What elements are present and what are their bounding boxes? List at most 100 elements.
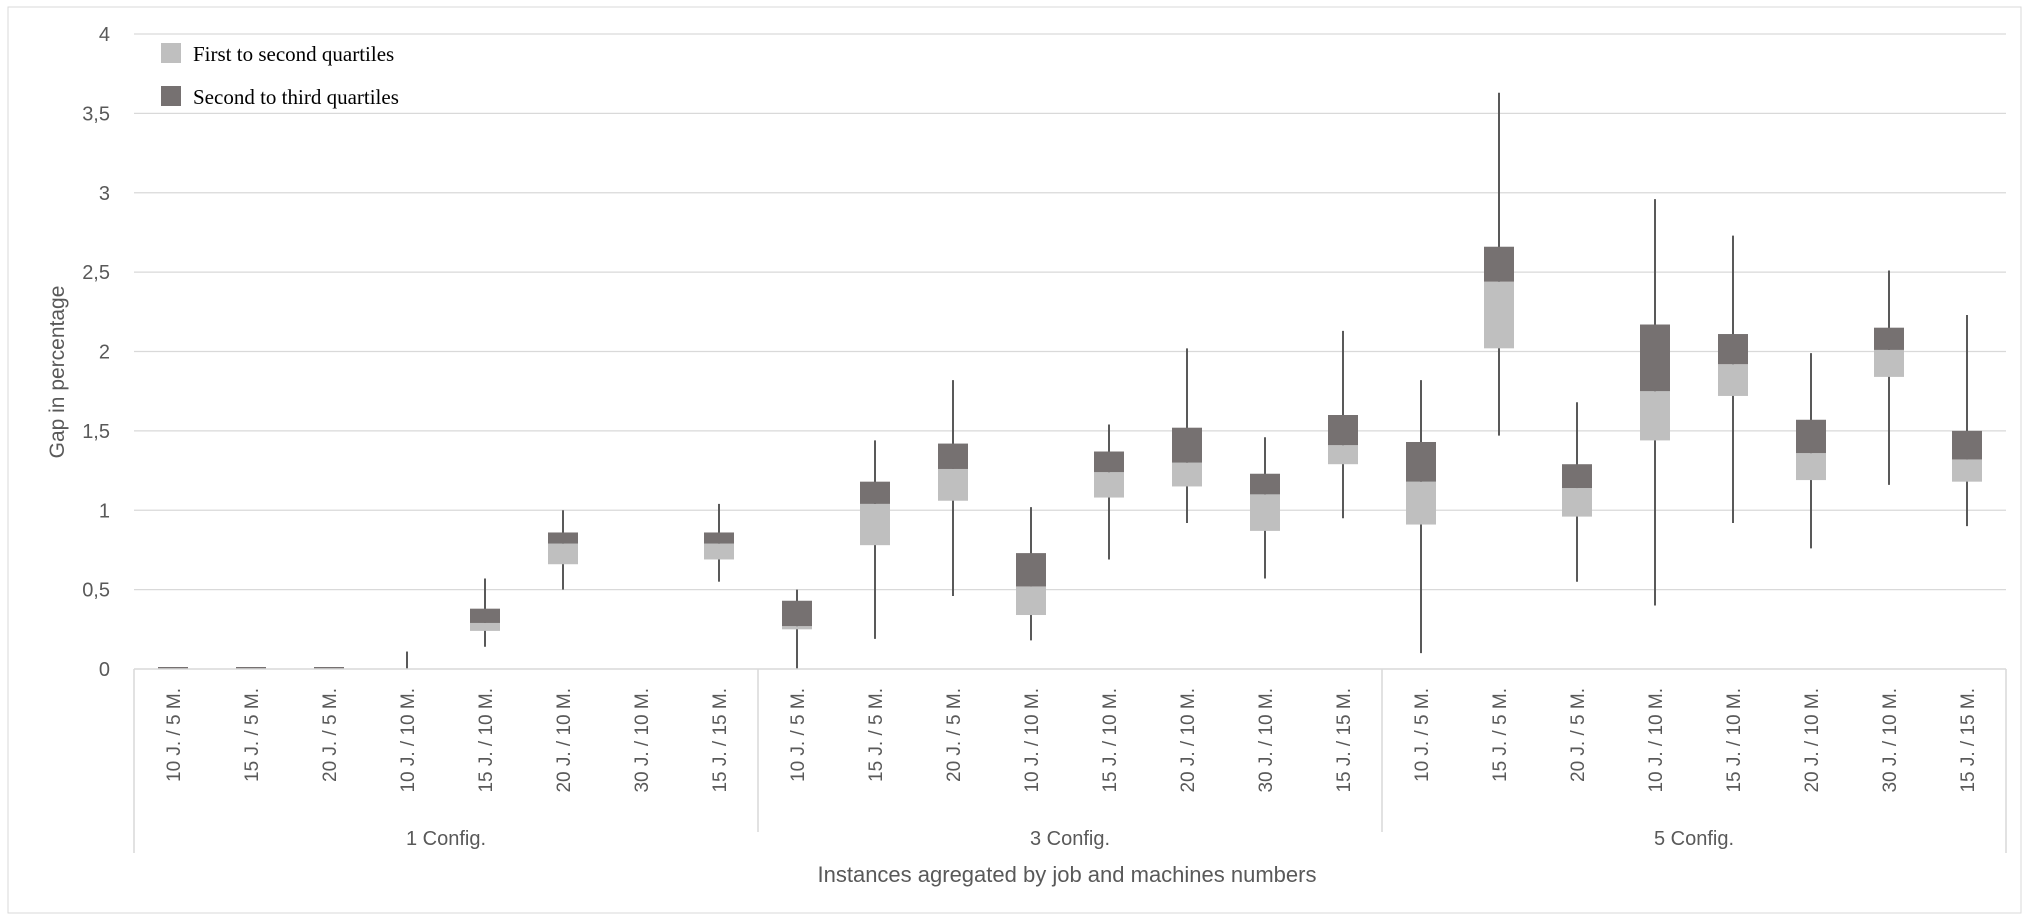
x-tick-label: 15 J. / 10 M. (476, 688, 497, 793)
box-q2-q3 (860, 481, 890, 504)
y-tick-labels: 0 0,5 1 1,5 2 2,5 3 3,5 4 (82, 24, 110, 681)
legend-label: Second to third quartiles (193, 85, 399, 109)
legend-item-q1-q2: First to second quartiles (161, 42, 394, 66)
box-q2-q3 (1874, 327, 1904, 350)
box-q2-q3 (938, 443, 968, 469)
x-tick-label: 15 J. / 15 M. (710, 688, 731, 793)
x-tick-label: 10 J. / 5 M. (164, 688, 185, 782)
box-mark (860, 440, 890, 639)
y-tick-label: 2,5 (82, 262, 110, 284)
box-q1-q2 (1718, 364, 1748, 396)
box-mark (1718, 235, 1748, 523)
x-tick-label: 30 J. / 10 M. (1256, 688, 1277, 793)
x-axis: 10 J. / 5 M. 15 J. / 5 M. 20 J. / 5 M. 10 J… (133, 668, 2007, 853)
box-q1-q2 (1952, 459, 1982, 482)
box-q2-q3 (1406, 441, 1436, 482)
x-axis-title: Instances agregated by job and machines … (818, 862, 1317, 887)
x-tick-label: 20 J. / 5 M. (320, 688, 341, 782)
x-tick-label: 10 J. / 5 M. (788, 688, 809, 782)
box-mark (1094, 424, 1124, 560)
legend-label: First to second quartiles (193, 42, 394, 66)
box-q1-q2 (938, 468, 968, 501)
box-q1-q2 (1796, 453, 1826, 481)
x-tick-label: 30 J. / 10 M. (632, 688, 653, 793)
x-group-label: 5 Config. (1654, 828, 1734, 850)
x-tick-label: 15 J. / 5 M. (1490, 688, 1511, 782)
box-q2-q3 (1952, 430, 1982, 460)
box-q2-q3 (704, 532, 734, 544)
box-q2-q3 (1016, 553, 1046, 587)
box-mark (782, 589, 812, 669)
y-tick-label: 3,5 (82, 103, 110, 125)
box-q2-q3 (1484, 246, 1514, 282)
chart-border (7, 6, 2022, 914)
box-q1-q2 (548, 543, 578, 565)
box-series (158, 92, 1982, 669)
y-tick-label: 2 (99, 342, 110, 364)
box-q2-q3 (1562, 464, 1592, 489)
x-tick-label: 20 J. / 5 M. (944, 688, 965, 782)
x-tick-label: 10 J. / 10 M. (1022, 688, 1043, 793)
y-tick-label: 4 (99, 24, 110, 46)
x-group-label: 1 Config. (406, 828, 486, 850)
x-tick-label: 15 J. / 15 M. (1334, 688, 1355, 793)
x-tick-label: 15 J. / 5 M. (242, 688, 263, 782)
box-mark (1952, 314, 1982, 527)
box-mark (1406, 380, 1436, 654)
box-q2-q3 (470, 608, 500, 623)
legend-swatch (161, 43, 181, 63)
x-tick-label: 15 J. / 5 M. (866, 688, 887, 782)
x-tick-label: 15 J. / 15 M. (1958, 688, 1979, 793)
x-tick-label: 10 J. / 10 M. (1646, 688, 1667, 793)
box-q1-q2 (1094, 472, 1124, 498)
box-mark (1484, 92, 1514, 436)
box-q2-q3 (1796, 419, 1826, 454)
box-mark (704, 503, 734, 582)
box-q1-q2 (1484, 281, 1514, 349)
box-mark (1640, 199, 1670, 606)
box-q1-q2 (1640, 391, 1670, 441)
box-q2-q3 (1172, 427, 1202, 463)
x-tick-label: 10 J. / 10 M. (398, 688, 419, 793)
box-mark (1874, 270, 1904, 485)
y-tick-label: 1 (99, 500, 110, 522)
box-mark (1796, 353, 1826, 549)
x-tick-label: 10 J. / 5 M. (1412, 688, 1433, 782)
box-mark (1016, 507, 1046, 641)
box-q1-q2 (1406, 481, 1436, 525)
box-mark (1172, 348, 1202, 523)
box-q1-q2 (1874, 349, 1904, 377)
x-tick-label: 15 J. / 10 M. (1100, 688, 1121, 793)
y-tick-label: 0,5 (82, 580, 110, 602)
x-tick-label: 20 J. / 10 M. (554, 688, 575, 793)
x-tick-label: 20 J. / 5 M. (1568, 688, 1589, 782)
x-tick-label: 20 J. / 10 M. (1178, 688, 1199, 793)
x-tick-label: 15 J. / 10 M. (1724, 688, 1745, 793)
box-mark (1328, 330, 1358, 519)
box-q1-q2 (1016, 586, 1046, 616)
box-q1-q2 (1172, 462, 1202, 487)
box-q2-q3 (1640, 324, 1670, 392)
box-q2-q3 (1094, 451, 1124, 473)
y-tick-label: 3 (99, 183, 110, 205)
y-tick-label: 1,5 (82, 421, 110, 443)
box-mark (938, 380, 968, 596)
legend-swatch (161, 86, 181, 106)
legend: First to second quartiles Second to thir… (161, 42, 399, 109)
box-mark (1250, 437, 1280, 579)
box-q1-q2 (1250, 494, 1280, 531)
x-tick-label: 30 J. / 10 M. (1880, 688, 1901, 793)
box-q2-q3 (1718, 334, 1748, 365)
box-q1-q2 (704, 543, 734, 560)
box-q2-q3 (1250, 473, 1280, 495)
legend-item-q2-q3: Second to third quartiles (161, 85, 399, 109)
x-tick-label: 20 J. / 10 M. (1802, 688, 1823, 793)
box-q2-q3 (1328, 415, 1358, 446)
box-q1-q2 (782, 626, 812, 630)
box-q1-q2 (860, 503, 890, 546)
box-q1-q2 (1562, 488, 1592, 517)
box-q2-q3 (782, 600, 812, 627)
gridlines (134, 33, 2006, 591)
